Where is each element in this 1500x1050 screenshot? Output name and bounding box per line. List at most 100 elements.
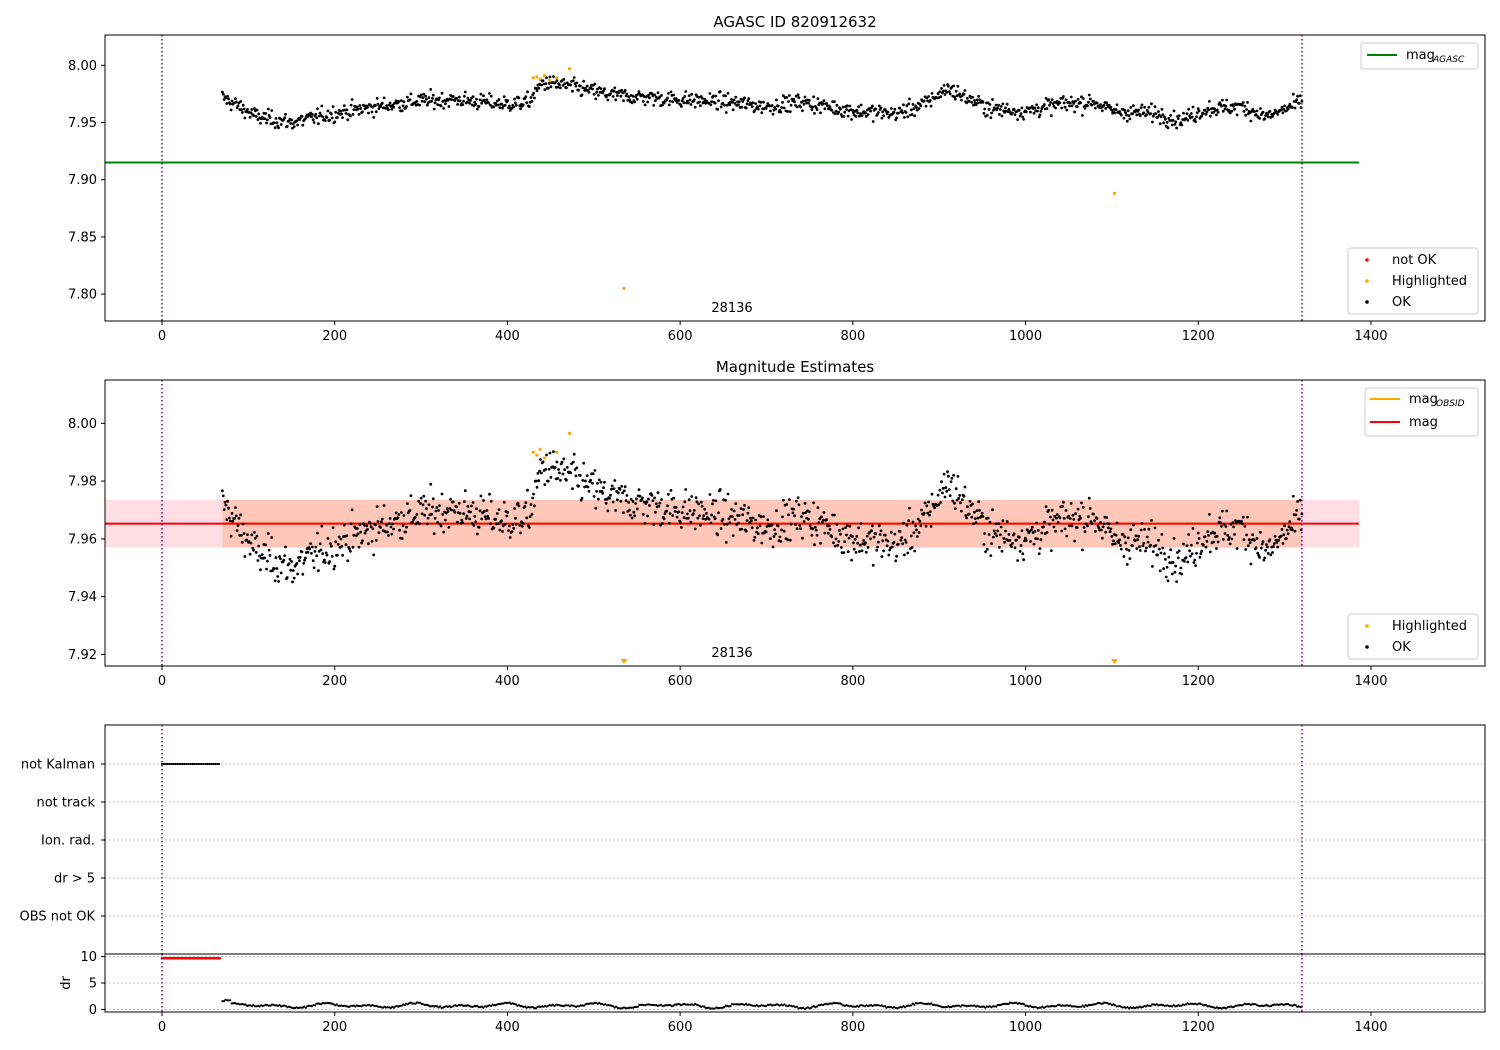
ok-point xyxy=(235,529,239,533)
ok-point xyxy=(1018,114,1022,118)
dr-point xyxy=(704,1006,707,1010)
ok-point xyxy=(436,103,440,106)
ok-point xyxy=(465,514,469,518)
ok-point xyxy=(793,514,796,518)
dr-point xyxy=(652,1003,655,1007)
panel-1-xtick-label: 1200 xyxy=(1182,329,1215,344)
ok-point xyxy=(439,104,443,108)
ok-point xyxy=(609,92,612,96)
ok-point xyxy=(349,103,353,107)
ok-point xyxy=(463,90,467,94)
ok-point xyxy=(563,468,567,472)
ok-point xyxy=(823,107,827,111)
ok-point xyxy=(850,558,853,562)
ok-point xyxy=(997,522,1000,526)
ok-point xyxy=(308,547,312,551)
ok-point xyxy=(282,558,286,562)
ok-point xyxy=(256,559,260,562)
ok-point xyxy=(1179,566,1183,570)
ok-point xyxy=(1090,103,1094,107)
ok-point xyxy=(427,503,431,507)
ok-point xyxy=(658,501,662,505)
dr-point xyxy=(269,1004,272,1007)
ok-point xyxy=(497,98,501,101)
ok-point xyxy=(315,116,319,120)
ok-point xyxy=(815,533,819,537)
ok-point xyxy=(936,92,940,96)
ok-point xyxy=(424,94,427,98)
ok-point xyxy=(1036,529,1040,532)
ok-point xyxy=(1291,528,1294,532)
ok-point xyxy=(1145,546,1148,550)
panel-4-xtick-label: 200 xyxy=(322,1020,347,1035)
ok-point xyxy=(273,579,277,583)
ok-point xyxy=(1163,552,1166,555)
ok-point xyxy=(880,116,884,120)
ok-point xyxy=(1254,546,1258,550)
dr-point xyxy=(1025,1004,1029,1007)
ok-point xyxy=(1004,106,1007,110)
ok-point xyxy=(1227,109,1231,112)
ok-point xyxy=(255,108,259,112)
ok-point xyxy=(497,508,501,511)
ok-point xyxy=(1022,117,1025,121)
ok-point xyxy=(804,511,808,514)
ok-point xyxy=(710,513,713,517)
dr-high-point xyxy=(218,956,222,960)
dr-point xyxy=(755,1004,758,1007)
ok-point xyxy=(472,524,476,527)
ok-point xyxy=(966,96,969,100)
ok-point xyxy=(619,499,623,503)
dr-point xyxy=(1022,1003,1025,1006)
ok-point xyxy=(976,516,980,520)
dr-point xyxy=(970,1004,973,1007)
ok-point xyxy=(401,524,405,528)
ok-point xyxy=(1075,105,1079,108)
ok-point xyxy=(1049,515,1052,519)
ok-point xyxy=(477,105,481,108)
ok-point xyxy=(1062,500,1065,504)
ok-point xyxy=(672,93,675,97)
ok-point xyxy=(432,532,436,536)
ok-point xyxy=(975,509,979,512)
ok-point xyxy=(529,503,533,506)
dr-point xyxy=(1269,1004,1273,1008)
ok-point xyxy=(1005,520,1009,523)
ok-point xyxy=(1198,555,1202,559)
ok-point xyxy=(266,107,270,111)
panel-1-ytick-label: 7.80 xyxy=(68,288,97,303)
ok-point xyxy=(556,85,560,89)
ok-point xyxy=(1125,563,1129,566)
ok-point xyxy=(246,108,249,111)
ok-point xyxy=(819,111,822,115)
ok-point xyxy=(1205,110,1209,114)
ok-point xyxy=(421,96,425,99)
ok-point xyxy=(694,496,698,500)
ok-point xyxy=(1208,100,1211,103)
ok-point xyxy=(674,97,678,100)
ok-point xyxy=(1065,534,1069,538)
ok-point xyxy=(1283,104,1286,108)
ok-point xyxy=(782,529,786,533)
ok-point xyxy=(792,507,796,511)
ok-point xyxy=(530,512,534,516)
ok-point xyxy=(1157,110,1160,113)
ok-point xyxy=(469,99,472,102)
ok-point xyxy=(1277,538,1280,542)
ok-point xyxy=(1102,522,1106,526)
ok-point xyxy=(1207,534,1210,537)
ok-point xyxy=(890,107,893,110)
ok-point xyxy=(924,524,928,528)
ok-point xyxy=(621,491,624,495)
ok-point xyxy=(731,100,734,104)
ok-point xyxy=(508,536,512,539)
ok-point xyxy=(277,580,280,583)
ok-point xyxy=(241,103,245,107)
ok-point xyxy=(236,524,240,527)
ok-point xyxy=(1160,533,1164,536)
ok-point xyxy=(329,542,332,545)
not-kalman-point xyxy=(179,762,183,766)
ok-point xyxy=(1092,512,1095,516)
ok-point xyxy=(822,511,826,514)
panel-1-legend-bottom: not OK Highlighted OK xyxy=(1347,247,1479,315)
